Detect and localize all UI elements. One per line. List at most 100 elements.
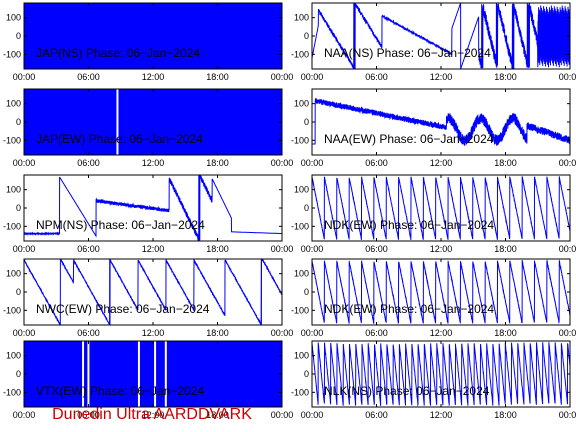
panel-grid: 100 0 -100 00:00 06:00 12:00 18:00 00:00 JAP(NS)…: [3, 2, 576, 420]
panel-10: 100 0 -100 00:00 06:00 12:00 18:00 00:00 NLK(NS)…: [291, 340, 576, 420]
x-tick-label: 06:00: [365, 158, 388, 168]
x-tick-label: 00:00: [13, 410, 36, 420]
trace-line: [312, 342, 570, 407]
x-tick-label: 00:00: [13, 328, 36, 338]
y-tick-label: -100: [3, 305, 21, 315]
trace-gap: [87, 341, 90, 407]
panel-trace-3: [24, 89, 282, 155]
trace-fill: [24, 341, 282, 407]
panel-trace-6: [312, 176, 570, 241]
panel-trace-10: [312, 342, 570, 407]
x-tick-label: 00:00: [559, 410, 576, 420]
y-tick-label: 100: [294, 269, 309, 279]
trace-line: [312, 259, 570, 325]
x-tick-label: 00:00: [271, 72, 294, 82]
trace-fill: [24, 89, 282, 155]
panel-title: NWC(EW) Phase: 06−Jan−2024: [36, 302, 210, 316]
trace-gap: [154, 341, 157, 407]
x-tick-label: 00:00: [271, 410, 294, 420]
x-tick-label: 18:00: [494, 72, 517, 82]
x-tick-label: 18:00: [494, 410, 517, 420]
x-tick-label: 18:00: [494, 328, 517, 338]
panel-title: VTX(EW) Phase: 06−Jan−2024: [36, 384, 204, 398]
trace-line: [312, 98, 570, 146]
y-tick-label: -100: [291, 135, 309, 145]
panel-8: 100 0 -100 00:00 06:00 12:00 18:00 00:00 NDK(EW)…: [291, 258, 576, 338]
panel-trace-5: [24, 175, 282, 241]
x-tick-label: 00:00: [301, 410, 324, 420]
footer-label: Dunedin Ultra AARDDVARK: [52, 406, 252, 423]
y-tick-label: 100: [294, 99, 309, 109]
y-tick-label: 0: [304, 369, 309, 379]
x-tick-label: 00:00: [13, 72, 36, 82]
panel-title: NAA(EW) Phase: 06−Jan−2024: [324, 132, 494, 146]
panel-trace-7: [24, 259, 282, 325]
y-tick-label: -100: [3, 135, 21, 145]
y-tick-label: -100: [3, 49, 21, 59]
panel-title: NDK(EW) Phase: 06−Jan−2024: [324, 302, 494, 316]
y-tick-label: 0: [304, 31, 309, 41]
x-tick-label: 06:00: [365, 244, 388, 254]
y-tick-label: -100: [291, 305, 309, 315]
y-tick-label: 100: [6, 99, 21, 109]
y-tick-label: -100: [3, 221, 21, 231]
panel-title: NPM(NS) Phase: 06−Jan−2024: [36, 218, 205, 232]
x-tick-label: 00:00: [301, 158, 324, 168]
panel-5: 100 0 -100 00:00 06:00 12:00 18:00 00:00 NPM(NS)…: [3, 174, 294, 254]
x-tick-label: 06:00: [77, 328, 100, 338]
x-tick-label: 00:00: [301, 72, 324, 82]
x-tick-label: 06:00: [77, 244, 100, 254]
x-tick-label: 12:00: [430, 328, 453, 338]
y-tick-label: -100: [291, 221, 309, 231]
y-tick-label: 100: [6, 185, 21, 195]
trace-gap: [164, 341, 167, 407]
y-tick-label: 100: [294, 13, 309, 23]
x-tick-label: 00:00: [301, 328, 324, 338]
x-tick-label: 00:00: [271, 244, 294, 254]
panel-trace-9: [24, 341, 282, 407]
x-tick-label: 06:00: [365, 72, 388, 82]
x-tick-label: 00:00: [13, 244, 36, 254]
x-tick-label: 18:00: [206, 158, 229, 168]
panel-trace-1: [24, 3, 282, 69]
panel-trace-4: [312, 98, 570, 146]
y-tick-label: 0: [304, 117, 309, 127]
x-tick-label: 12:00: [142, 72, 165, 82]
x-tick-label: 18:00: [494, 158, 517, 168]
y-tick-label: -100: [291, 49, 309, 59]
panel-2: 100 0 -100 00:00 06:00 12:00 18:00 00:00 NAA(NS)…: [291, 2, 576, 82]
x-tick-label: 18:00: [206, 244, 229, 254]
x-tick-label: 00:00: [271, 328, 294, 338]
x-tick-label: 12:00: [142, 410, 165, 420]
x-tick-label: 18:00: [206, 328, 229, 338]
x-tick-label: 00:00: [271, 158, 294, 168]
y-tick-label: 0: [16, 117, 21, 127]
x-tick-label: 12:00: [430, 244, 453, 254]
y-tick-label: -100: [3, 387, 21, 397]
trace-gap: [82, 341, 85, 407]
panel-trace-8: [312, 259, 570, 325]
trace-line: [312, 176, 570, 241]
y-tick-label: -100: [291, 387, 309, 397]
x-tick-label: 18:00: [494, 244, 517, 254]
trace-line: [24, 259, 282, 325]
x-tick-label: 12:00: [142, 328, 165, 338]
trace-line: [24, 175, 282, 241]
y-tick-label: 100: [6, 351, 21, 361]
panel-title: JAP(NS) Phase: 06−Jan−2024: [36, 46, 200, 60]
x-tick-label: 06:00: [365, 328, 388, 338]
x-tick-label: 00:00: [301, 244, 324, 254]
x-tick-label: 00:00: [559, 328, 576, 338]
y-tick-label: 100: [6, 269, 21, 279]
panel-7: 100 0 -100 00:00 06:00 12:00 18:00 00:00 NWC(EW)…: [3, 258, 294, 338]
trace-fill: [24, 3, 282, 69]
y-tick-label: 0: [16, 203, 21, 213]
trace-gap: [137, 341, 140, 407]
panel-title: NDK(EW) Phase: 06−Jan−2024: [324, 218, 494, 232]
x-tick-label: 12:00: [142, 244, 165, 254]
panel-title: JAP(EW) Phase: 06−Jan−2024: [36, 132, 203, 146]
y-tick-label: 100: [294, 351, 309, 361]
x-tick-label: 00:00: [559, 158, 576, 168]
x-tick-label: 12:00: [430, 72, 453, 82]
x-tick-label: 00:00: [559, 72, 576, 82]
